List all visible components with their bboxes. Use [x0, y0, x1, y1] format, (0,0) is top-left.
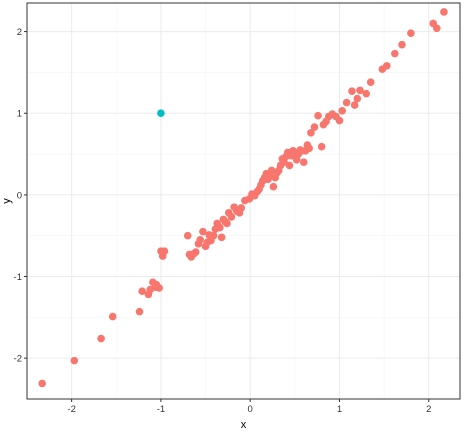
data-point [70, 356, 79, 365]
data-point [138, 287, 146, 296]
data-point [223, 219, 231, 228]
data-point [269, 182, 278, 191]
data-point [310, 123, 319, 131]
data-point [135, 307, 144, 316]
data-point [196, 235, 204, 244]
data-point [362, 89, 371, 98]
data-point [356, 86, 364, 95]
axis-ticks: -2 -1 0 1 2 -2 -1 0 1 2 [14, 27, 432, 415]
y-tick-label: -1 [14, 272, 22, 283]
data-point [307, 129, 315, 137]
data-point [209, 231, 218, 240]
data-point [335, 116, 344, 125]
data-point [155, 284, 163, 292]
data-point [108, 312, 117, 321]
x-axis-title: x [241, 419, 247, 431]
data-point [292, 155, 301, 164]
data-point [366, 78, 375, 86]
data-point [398, 40, 406, 49]
data-point [227, 213, 236, 221]
y-tick-label: -2 [14, 354, 22, 365]
y-tick-label: 2 [17, 27, 22, 38]
data-point [97, 334, 105, 343]
data-points [38, 8, 448, 388]
x-tick-label: 0 [248, 404, 253, 415]
data-point [440, 8, 448, 16]
y-axis-title: y [1, 198, 13, 204]
data-point [314, 111, 322, 120]
data-point [342, 98, 351, 107]
data-point [199, 227, 207, 236]
data-point [160, 247, 169, 256]
x-tick-label: -2 [67, 404, 75, 415]
data-point [217, 233, 226, 242]
data-point [216, 223, 224, 232]
data-point [432, 24, 441, 33]
data-point [299, 158, 308, 167]
data-point [305, 144, 313, 153]
data-point [353, 94, 362, 103]
y-tick-label: 1 [17, 109, 22, 120]
data-point [38, 379, 46, 388]
data-point [191, 248, 200, 256]
data-point [317, 142, 326, 151]
x-tick-label: 2 [426, 404, 431, 415]
x-tick-label: -1 [157, 404, 165, 415]
panel-border [26, 2, 461, 400]
data-point [348, 87, 356, 95]
data-point [285, 161, 294, 170]
data-point [382, 62, 391, 70]
x-tick-label: 1 [337, 404, 342, 415]
data-point [157, 109, 165, 118]
y-tick-label: 0 [17, 190, 22, 201]
data-point [407, 29, 415, 38]
data-point [350, 101, 359, 109]
data-point [391, 49, 399, 58]
grid-lines [27, 3, 460, 399]
data-point [237, 204, 246, 212]
data-point [183, 231, 192, 240]
data-point [338, 106, 346, 115]
